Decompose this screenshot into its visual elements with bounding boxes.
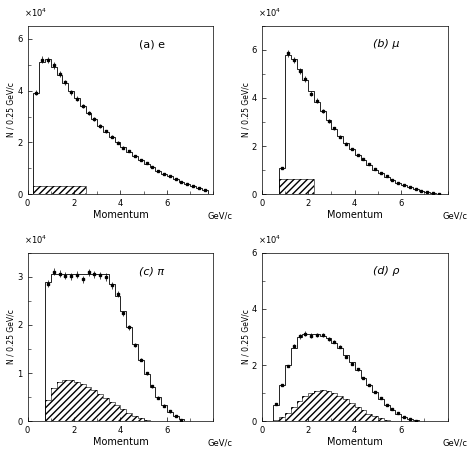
Text: $\times10^4$: $\times10^4$ [24,233,47,246]
Y-axis label: N / 0.25 GeV/c: N / 0.25 GeV/c [241,310,250,365]
X-axis label: Momentum: Momentum [92,437,148,447]
Text: (d) ρ: (d) ρ [374,266,400,276]
Text: $\times10^4$: $\times10^4$ [258,6,281,19]
Text: GeV/c: GeV/c [208,211,233,220]
Text: GeV/c: GeV/c [442,211,467,220]
Text: GeV/c: GeV/c [208,438,233,447]
Text: GeV/c: GeV/c [442,438,467,447]
Y-axis label: N / 0.25 GeV/c: N / 0.25 GeV/c [241,83,250,138]
X-axis label: Momentum: Momentum [327,437,383,447]
Y-axis label: N / 0.25 GeV/c: N / 0.25 GeV/c [7,83,16,138]
Text: $\times10^4$: $\times10^4$ [258,233,281,246]
Text: $\times10^4$: $\times10^4$ [24,6,47,19]
X-axis label: Momentum: Momentum [92,210,148,220]
Y-axis label: N / 0.25 GeV/c: N / 0.25 GeV/c [7,310,16,365]
X-axis label: Momentum: Momentum [327,210,383,220]
Text: (c) π: (c) π [139,266,164,276]
Text: (b) μ: (b) μ [374,39,400,49]
Text: (a) e: (a) e [139,39,165,49]
